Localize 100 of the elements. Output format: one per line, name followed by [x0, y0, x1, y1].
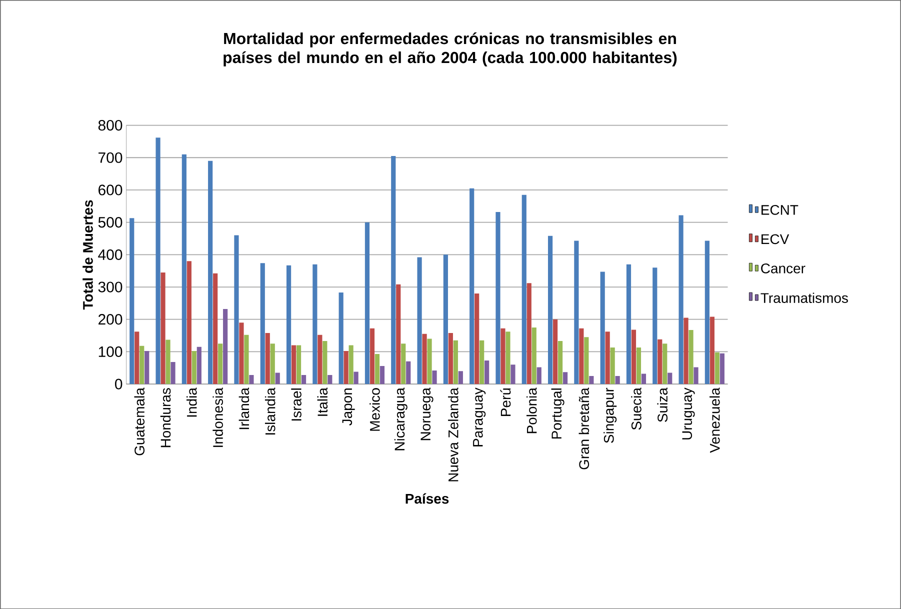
bar [364, 222, 370, 384]
x-axis-title: Países [406, 493, 449, 504]
y-tick-label: 300 [98, 282, 122, 292]
x-tick-label: Uruguay [682, 387, 695, 440]
bar [474, 293, 480, 384]
bar [536, 367, 542, 384]
x-tick-label: Indonesia [212, 387, 223, 447]
bar [312, 264, 318, 384]
bar [380, 366, 385, 384]
bar [318, 334, 322, 384]
bar [589, 376, 594, 384]
bar [427, 338, 432, 384]
bar [186, 261, 192, 384]
y-tick-label: 600 [98, 184, 122, 196]
y-axis-title: Total de Muertes [82, 200, 93, 310]
x-tick-label: Islandia [264, 387, 276, 434]
bar [652, 267, 658, 384]
x-tick-label: Suecia [631, 387, 642, 430]
bar [265, 332, 270, 384]
bar [166, 340, 170, 384]
bar [506, 332, 510, 384]
bar [448, 332, 453, 384]
bar [480, 340, 484, 384]
bar [484, 360, 490, 384]
bar [344, 350, 348, 384]
x-tick-label: Japon [342, 388, 355, 426]
bar [662, 343, 668, 384]
bar [579, 328, 584, 384]
bar [417, 257, 422, 384]
bar [610, 347, 615, 384]
legend-label: ECV [762, 234, 790, 244]
bar [234, 235, 239, 384]
bar [432, 370, 437, 384]
bar [338, 292, 344, 384]
bar [301, 374, 306, 384]
bar [453, 340, 458, 384]
bar [710, 316, 714, 384]
bar [144, 350, 150, 384]
bar [631, 330, 636, 384]
x-tick-label: India [186, 387, 197, 417]
y-tick-label: 800 [98, 120, 122, 130]
bar [510, 364, 516, 384]
x-tick-label: Guatemala [134, 387, 145, 456]
bar [500, 328, 506, 384]
bar [548, 236, 553, 384]
x-tick-label: Polonia [526, 387, 537, 433]
y-tick-label: 200 [98, 314, 122, 325]
bar [522, 194, 526, 384]
bar [192, 350, 196, 384]
y-tick-label: 0 [115, 378, 122, 390]
x-tick-label: Portugal [551, 388, 564, 438]
bar [374, 354, 380, 384]
x-tick-label: Singapur [604, 388, 617, 443]
bar [584, 337, 589, 384]
legend-label: Cancer [761, 263, 806, 274]
bar [140, 346, 144, 384]
bar [348, 345, 354, 384]
bar [196, 346, 202, 384]
x-tick-label: Israel [291, 388, 302, 420]
bar [249, 374, 254, 384]
bar [130, 218, 134, 384]
bar [658, 339, 662, 384]
legend-label: ECNT [762, 204, 798, 215]
chart-title: Mortalidad por enfermedades crónicas no transmisibles en países del mundo en el año 2004 (cada 100.000 habitantes) [224, 32, 677, 66]
x-tick-label: Suiza [657, 387, 668, 422]
x-tick-label: Nicaragua [394, 387, 408, 450]
bar [641, 374, 646, 384]
bar [694, 367, 698, 384]
bar [208, 160, 213, 384]
bar [328, 374, 332, 384]
y-tick-label: 400 [98, 249, 122, 260]
x-tick-label: Gran bretaña [578, 387, 590, 470]
bar [458, 370, 463, 384]
bar [720, 353, 724, 384]
bar [684, 318, 688, 384]
bar [223, 308, 228, 384]
x-tick-label: Honduras [160, 388, 171, 447]
bar [391, 156, 396, 384]
bar [532, 327, 536, 384]
bar [260, 262, 265, 384]
bar [636, 347, 642, 384]
bar [443, 254, 448, 384]
bar [406, 361, 411, 384]
bar [401, 343, 406, 384]
bar [668, 372, 672, 384]
y-tick-label: 100 [98, 346, 122, 357]
bar [275, 372, 280, 384]
bar [574, 240, 579, 384]
bar [470, 188, 474, 384]
bar [182, 154, 186, 384]
bar [496, 212, 500, 384]
bar [678, 215, 684, 384]
x-tick-label: Paraguay [473, 387, 486, 446]
bar [218, 343, 223, 384]
bar [526, 283, 532, 384]
bar [370, 328, 375, 384]
bar [354, 372, 358, 384]
bar [714, 352, 720, 384]
x-tick-label: Perú [500, 388, 511, 416]
bar [160, 272, 166, 384]
